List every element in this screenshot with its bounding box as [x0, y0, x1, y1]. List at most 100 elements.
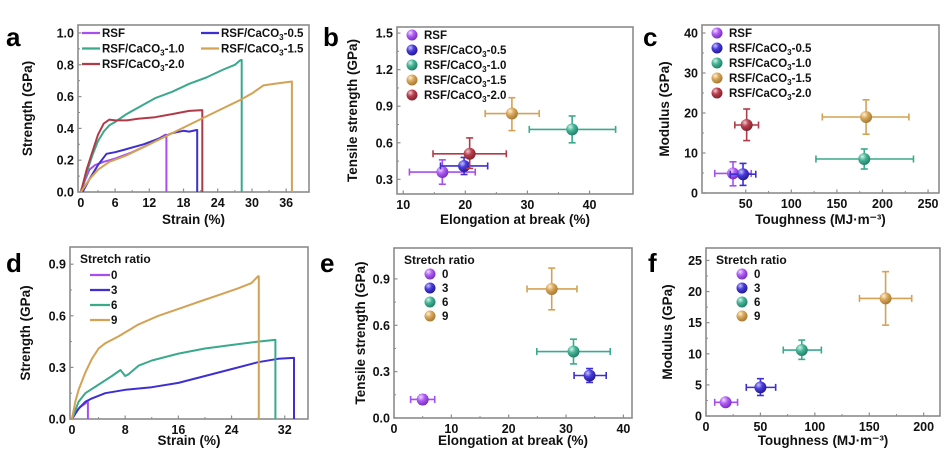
x-tick-label: 150 [826, 197, 847, 211]
y-tick-label: 0 [691, 187, 698, 201]
legend-label-suffix: -1.0 [165, 44, 185, 56]
legend-label-suffix: -0.5 [284, 28, 304, 40]
series-group [71, 275, 295, 419]
series-line-rsf-caco3-2-0 [79, 109, 204, 192]
plot-frame [396, 26, 634, 195]
series-line-3 [71, 356, 295, 419]
plot-frame [69, 246, 309, 420]
panel-c-modulus-vs-toughness-composites: c 50 100 150 200 250 0 10 20 30 40 Toughness (MJ·m⁻… [643, 22, 940, 227]
legend-label-subscript: 3 [279, 49, 284, 58]
y-tick-label: 20 [688, 285, 702, 299]
x-tick-label: 40 [583, 198, 597, 212]
legend-marker [406, 74, 418, 86]
y-tick-label: 0.0 [57, 186, 74, 200]
legend-label-suffix: -0.5 [487, 45, 507, 57]
data-marker [879, 292, 892, 305]
y-tick-label: 0.3 [376, 173, 393, 187]
legend-label: 3 [111, 285, 117, 297]
legend-label-suffix: -2.0 [792, 88, 812, 100]
data-point-9 [858, 270, 913, 326]
legend-label-main: RSF/CaCO [424, 60, 482, 72]
legend-label: RSF [424, 30, 447, 42]
x-tick-label: 50 [739, 197, 753, 211]
data-point-rsf-caco3-1-0 [815, 148, 915, 170]
x-tick-label: 0 [69, 423, 76, 437]
data-marker [458, 159, 471, 172]
data-point-rsf-caco3-2-0 [734, 108, 760, 142]
y-tick-label: 30 [684, 67, 698, 81]
legend-marker [406, 89, 418, 101]
y-tick-label: 0.8 [57, 58, 74, 72]
x-tick-label: 40 [616, 422, 630, 436]
data-marker [858, 153, 871, 165]
x-tick-label: 200 [872, 197, 893, 211]
legend-label-subscript: 3 [787, 78, 792, 87]
series-line-6 [71, 338, 277, 419]
x-axis-label: Elongation at break (%) [438, 433, 588, 448]
panel-f-modulus-vs-toughness-stretch-ratio: f 0 50 100 150 200 0 5 10 15 20 25 Toughness (MJ·m⁻³… [648, 247, 941, 448]
legend-marker [711, 87, 723, 99]
x-tick-label: 0 [703, 420, 710, 434]
y-tick-label: 0.9 [376, 100, 393, 114]
x-tick-label: 30 [559, 422, 573, 436]
y-tick-label: 1.5 [376, 27, 393, 41]
legend-label: RSF/CaCO3-1.0 [102, 44, 184, 58]
data-point-6 [782, 339, 823, 361]
y-tick-label: 5 [695, 378, 702, 392]
x-tick-label: 36 [279, 196, 293, 210]
x-axis-label: Elongation at break (%) [440, 212, 590, 227]
legend-label-suffix: -0.5 [792, 43, 812, 55]
y-tick-label: 10 [688, 347, 702, 361]
legend-label: 6 [442, 297, 448, 309]
x-axis-label: Strain (%) [157, 433, 220, 448]
y-axis-label: Tensile strength (GPa) [353, 261, 368, 404]
data-point-rsf-caco3-2-0 [432, 137, 508, 170]
panel-letter: d [6, 248, 22, 278]
legend-label-suffix: -1.5 [487, 75, 507, 87]
legend-label-suffix: -1.5 [792, 73, 812, 85]
legend-label: 6 [754, 297, 760, 309]
plot-frame [77, 24, 310, 193]
y-tick-label: 0.4 [57, 122, 74, 136]
legend-label-main: RSF/CaCO [102, 44, 160, 56]
legend-label: RSF/CaCO3-1.0 [424, 60, 506, 74]
data-point-3 [745, 377, 777, 397]
legend-label: RSF/CaCO3-1.5 [729, 73, 812, 87]
legend-marker [406, 44, 418, 56]
y-tick-label: 0.3 [49, 361, 66, 375]
legend-label: 9 [442, 311, 448, 323]
legend-label: 0 [111, 270, 117, 282]
data-point-rsf-caco3-1-5 [484, 96, 541, 132]
y-tick-label: 1.0 [57, 26, 74, 40]
legend-label-subscript: 3 [482, 50, 487, 59]
data-point-0 [713, 396, 739, 409]
y-axis-label: Tensile strength (GPa) [345, 39, 360, 182]
y-tick-label: 0.6 [376, 136, 393, 150]
data-marker [436, 166, 449, 179]
legend-label-subscript: 3 [482, 65, 487, 74]
panel-a-strain-strength-composites: a 0 6 12 18 24 30 36 0.0 0.2 0.4 0.6 0.8 1.0 Strain (%… [6, 22, 310, 227]
panel-letter: a [6, 22, 21, 52]
data-marker [463, 147, 476, 160]
legend-title: Stretch ratio [716, 253, 787, 267]
legend-label-main: RSF/CaCO [729, 73, 787, 85]
legend-label-main: RSF/CaCO [424, 90, 482, 102]
legend-marker [736, 296, 748, 308]
data-marker [719, 396, 732, 409]
legend-marker [424, 282, 436, 294]
legend-label-subscript: 3 [279, 33, 284, 42]
legend-label-main: RSF [424, 30, 447, 42]
x-tick-label: 18 [177, 196, 191, 210]
x-tick-label: 100 [804, 420, 825, 434]
y-tick-label: 0.9 [49, 258, 66, 272]
data-marker [795, 344, 808, 357]
series-group [79, 59, 293, 192]
legend-label: 3 [754, 283, 760, 295]
data-point-6 [535, 338, 612, 365]
legend-label: RSF/CaCO3-0.5 [729, 43, 812, 57]
legend-label-main: RSF/CaCO [424, 45, 482, 57]
x-tick-label: 20 [502, 422, 516, 436]
legend-label-main: RSF/CaCO [221, 44, 279, 56]
data-marker [567, 345, 580, 358]
legend-label: RSF/CaCO3-1.5 [424, 75, 507, 89]
